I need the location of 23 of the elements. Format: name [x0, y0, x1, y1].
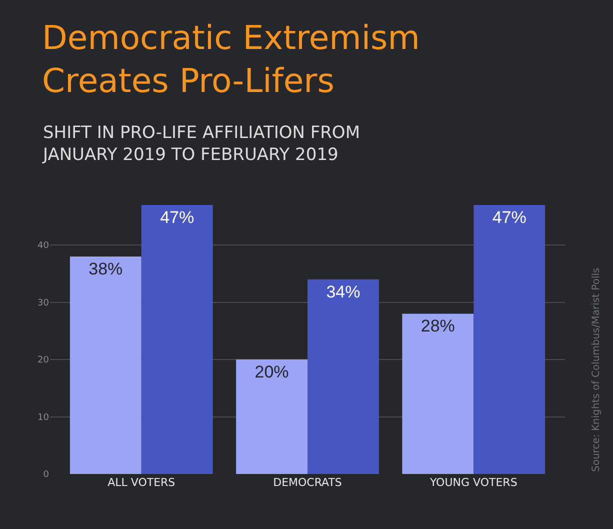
- y-tick-label: 30: [38, 298, 50, 308]
- x-tick-label: YOUNG VOTERS: [428, 476, 518, 489]
- bar: [236, 360, 308, 474]
- source-note: Source: Knights of Columbus/Marist Polls: [590, 268, 602, 472]
- y-tick-label: 0: [43, 470, 50, 480]
- data-label: 38%: [88, 260, 123, 279]
- data-label: 20%: [254, 362, 289, 382]
- bar: [402, 314, 474, 474]
- y-tick-label: 10: [38, 412, 50, 423]
- bar: [308, 279, 379, 474]
- data-label: 28%: [420, 316, 455, 336]
- data-label: 34%: [326, 282, 360, 302]
- y-tick-label: 20: [38, 356, 50, 366]
- bar: [141, 205, 213, 474]
- chart-subtitle: SHIFT IN PRO-LIFE AFFILIATION FROM JANUARY 2019 TO FEBRUARY 2019: [42, 123, 360, 166]
- bar: [70, 256, 142, 474]
- x-tick-label: DEMOCRATS: [273, 476, 342, 489]
- bar: [474, 205, 546, 474]
- data-label: 47%: [160, 208, 194, 227]
- y-tick-label: 40: [38, 241, 50, 252]
- data-label: 47%: [492, 208, 526, 227]
- chart-title: Democratic Extremism Creates Pro-Lifers: [42, 18, 420, 100]
- x-tick-label: ALL VOTERS: [108, 476, 176, 489]
